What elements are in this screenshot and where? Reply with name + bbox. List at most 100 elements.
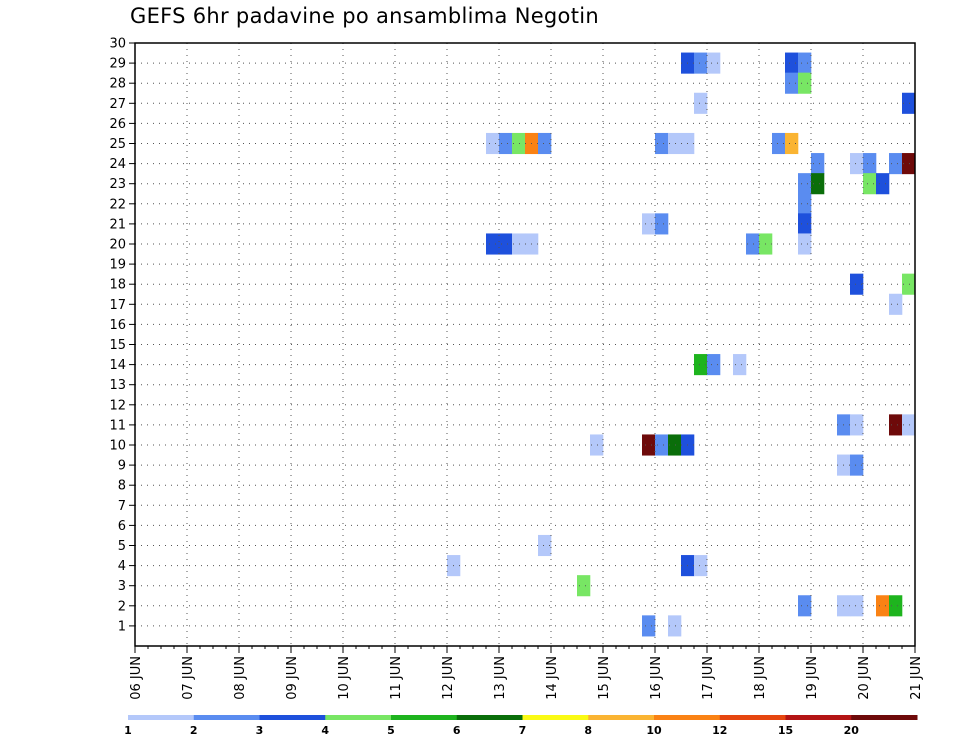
colorbar-label: 2 [190, 724, 198, 737]
x-tick-label: 08 JUN [233, 656, 248, 700]
colorbar-label: 5 [387, 724, 395, 737]
y-tick-label: 1 [118, 619, 126, 634]
data-cell [902, 414, 916, 436]
y-tick-label: 18 [109, 278, 126, 293]
data-cell [642, 434, 656, 456]
y-tick-label: 14 [109, 358, 126, 373]
x-tick-label: 09 JUN [285, 656, 300, 700]
data-cell [850, 595, 864, 617]
colorbar-segment [785, 715, 852, 720]
x-tick-label: 13 JUN [493, 656, 508, 700]
y-tick-label: 8 [118, 479, 126, 494]
data-cell [668, 132, 682, 155]
x-tick-label: 06 JUN [129, 656, 144, 700]
x-tick-label: 12 JUN [441, 656, 456, 700]
data-cell [811, 173, 825, 195]
data-cell [772, 132, 786, 155]
chart-title: GEFS 6hr padavine po ansamblima Negotin [130, 4, 599, 28]
data-cell [902, 92, 916, 114]
colorbar-segment [391, 715, 458, 720]
colorbar: 1 2 3 4 5 6 7 8 10 12 15 20 [124, 715, 918, 737]
data-cell [746, 233, 760, 255]
data-cell [538, 534, 552, 557]
colorbar-label: 6 [453, 724, 461, 737]
colorbar-label: 3 [256, 724, 264, 737]
data-cell [499, 233, 513, 255]
data-cell [642, 615, 656, 637]
y-tick-label: 13 [109, 378, 126, 393]
data-cell [655, 434, 669, 456]
data-cell [694, 555, 708, 577]
data-cell [785, 132, 799, 155]
colorbar-label: 12 [712, 724, 727, 737]
data-cell [785, 72, 799, 94]
colorbar-label: 8 [584, 724, 592, 737]
colorbar-segment [259, 715, 326, 720]
data-cell [889, 595, 903, 617]
colorbar-segment [193, 715, 260, 720]
data-cell [863, 153, 877, 175]
y-tick-label: 4 [118, 559, 126, 574]
data-cell [811, 153, 825, 175]
data-cell [902, 273, 916, 295]
grid-layer [134, 42, 916, 646]
cells-layer [447, 52, 916, 637]
y-tick-label: 30 [109, 37, 126, 52]
y-tick-label: 5 [118, 539, 126, 554]
y-tick-label: 17 [109, 298, 126, 313]
y-tick-label: 25 [109, 137, 126, 152]
colorbar-segment [654, 715, 721, 720]
colorbar-segment [325, 715, 392, 720]
x-tick-label: 20 JUN [857, 656, 872, 700]
data-cell [733, 354, 747, 376]
y-tick-label: 19 [109, 258, 126, 273]
data-cell [668, 434, 682, 456]
data-cell [486, 132, 500, 155]
colorbar-label: 1 [124, 724, 132, 737]
y-tick-label: 29 [109, 57, 126, 72]
colorbar-segment [522, 715, 589, 720]
x-tick-label: 21 JUN [909, 656, 924, 700]
x-tick-label: 10 JUN [337, 656, 352, 700]
data-cell [655, 132, 669, 155]
y-tick-label: 24 [109, 157, 126, 172]
y-tick-label: 10 [109, 439, 126, 454]
data-cell [889, 414, 903, 436]
data-cell [798, 72, 812, 94]
x-tick-label: 19 JUN [805, 656, 820, 700]
data-cell [798, 193, 812, 215]
y-tick-label: 6 [118, 519, 126, 534]
data-cell [863, 173, 877, 195]
y-tick-label: 20 [109, 238, 126, 253]
y-tick-label: 27 [109, 97, 126, 112]
colorbar-label: 10 [646, 724, 662, 737]
x-tick-label: 07 JUN [181, 656, 196, 700]
data-cell [707, 354, 721, 376]
y-tick-label: 21 [109, 217, 126, 232]
data-cell [694, 354, 708, 376]
colorbar-label: 4 [321, 724, 329, 737]
y-tick-label: 9 [118, 459, 126, 474]
data-cell [798, 213, 812, 235]
data-cell [850, 454, 864, 476]
data-cell [512, 132, 526, 155]
data-cell [694, 92, 708, 114]
y-tick-label: 15 [109, 338, 126, 353]
colorbar-segment [851, 715, 918, 720]
x-tick-label: 11 JUN [389, 656, 404, 700]
data-cell [538, 132, 552, 155]
x-tick-label: 14 JUN [545, 656, 560, 700]
x-axis: 06 JUN 07 JUN 08 JUN 09 JUN 10 JUN 11 JUN 12 J… [129, 646, 924, 700]
colorbar-segment [719, 715, 786, 720]
data-cell [707, 52, 721, 74]
data-cell [642, 213, 656, 235]
data-cell [850, 273, 864, 295]
data-cell [850, 414, 864, 436]
data-cell [486, 233, 500, 255]
data-cell [798, 595, 812, 617]
y-tick-label: 2 [118, 599, 126, 614]
y-tick-label: 16 [109, 318, 126, 333]
data-cell [889, 153, 903, 175]
data-cell [655, 213, 669, 235]
